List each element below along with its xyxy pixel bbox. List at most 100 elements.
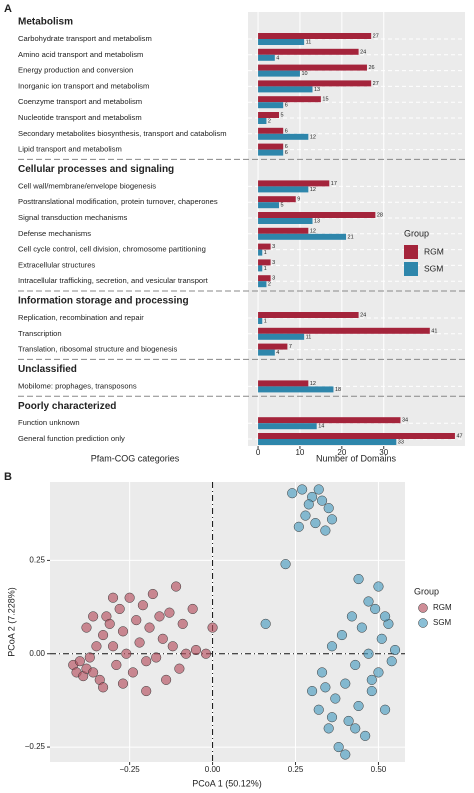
- value-label: 6: [285, 103, 288, 109]
- bar: [258, 265, 263, 272]
- point: [200, 648, 211, 659]
- x-tick-label: 0.25: [288, 765, 304, 774]
- value-label: 13: [314, 87, 320, 93]
- y-tick-label: 0.00: [29, 649, 45, 658]
- point: [74, 656, 85, 667]
- point: [307, 686, 318, 697]
- panel-label: A: [4, 3, 12, 15]
- point: [88, 611, 99, 622]
- point: [167, 641, 178, 652]
- point: [207, 622, 218, 633]
- legend-label: RGM: [433, 603, 452, 612]
- point: [326, 514, 338, 525]
- category-label: Inorganic ion transport and metabolism: [18, 81, 149, 90]
- point: [117, 626, 129, 637]
- x-tick-label: 30: [379, 448, 388, 457]
- bar: [258, 96, 321, 103]
- value-label: 12: [310, 381, 316, 387]
- bar: [258, 218, 313, 224]
- section-header: Poorly characterized: [18, 401, 116, 412]
- point: [323, 723, 334, 734]
- category-label: Cell wall/membrane/envelope biogenesis: [18, 181, 156, 190]
- point: [350, 723, 361, 734]
- legend-title: Group: [414, 586, 439, 596]
- bar: [258, 318, 263, 324]
- y-tick-label: 0.25: [29, 556, 45, 565]
- point: [366, 674, 377, 685]
- point: [137, 600, 148, 611]
- point: [134, 637, 145, 648]
- bar: [258, 118, 267, 124]
- bar: [258, 333, 305, 340]
- category-label: Nucleotide transport and metabolism: [18, 113, 142, 122]
- value-label: 5: [281, 203, 284, 209]
- value-label: 41: [431, 328, 437, 334]
- point: [343, 715, 354, 726]
- category-label: Cell cycle control, cell division, chrom…: [18, 245, 206, 254]
- bar: [258, 186, 309, 193]
- legend-title: Group: [404, 228, 429, 238]
- point: [380, 611, 391, 622]
- point: [317, 667, 328, 678]
- bar: [258, 439, 397, 445]
- x-tick-label: 0.00: [205, 765, 221, 774]
- point: [330, 693, 341, 704]
- legend-swatch: [418, 618, 428, 628]
- value-label: 13: [314, 218, 320, 224]
- value-label: 14: [318, 424, 324, 430]
- value-label: 3: [272, 260, 275, 266]
- point: [180, 648, 192, 659]
- point: [164, 607, 175, 618]
- point: [353, 574, 364, 585]
- bar: [258, 312, 359, 318]
- point: [141, 686, 152, 697]
- point: [353, 700, 364, 712]
- value-label: 34: [402, 418, 408, 424]
- point: [376, 633, 387, 644]
- value-label: 24: [360, 312, 366, 318]
- bar: [258, 433, 455, 439]
- bar: [258, 380, 309, 387]
- value-label: 1: [264, 250, 267, 256]
- point: [380, 704, 391, 715]
- point: [340, 678, 351, 689]
- bar: [258, 259, 271, 266]
- value-label: 3: [272, 276, 275, 282]
- bar: [258, 102, 284, 109]
- bar: [258, 64, 367, 71]
- value-label: 1: [264, 318, 267, 324]
- bar: [258, 349, 275, 356]
- bar: [258, 243, 271, 250]
- value-label: 10: [301, 71, 307, 77]
- category-label: Replication, recombination and repair: [18, 313, 144, 322]
- bar: [258, 249, 263, 256]
- axis-title: PCoA 1 (50.12%): [192, 778, 262, 788]
- bar: [258, 212, 376, 218]
- value-label: 2: [268, 282, 271, 288]
- bar: [258, 70, 300, 77]
- point: [174, 663, 185, 674]
- bar: [258, 386, 334, 393]
- bar: [258, 127, 284, 134]
- bar: [258, 133, 309, 140]
- category-label: Posttranslational modification, protein …: [18, 197, 218, 206]
- bar: [258, 327, 430, 334]
- point: [177, 618, 188, 629]
- section-header: Information storage and processing: [18, 296, 189, 307]
- value-label: 9: [297, 197, 300, 203]
- point: [147, 588, 158, 600]
- value-label: 3: [272, 244, 275, 250]
- category-label: Function unknown: [18, 418, 80, 427]
- point: [111, 659, 122, 670]
- point: [350, 659, 361, 670]
- category-label: Transcription: [18, 329, 62, 338]
- legend-swatch: [418, 603, 428, 613]
- x-tick-label: −0.25: [120, 765, 141, 774]
- category-label: Mobilome: prophages, transposons: [18, 381, 137, 390]
- legend-label: SGM: [424, 263, 443, 273]
- point: [370, 603, 381, 614]
- point: [340, 749, 351, 760]
- point: [320, 525, 331, 536]
- point: [303, 499, 314, 510]
